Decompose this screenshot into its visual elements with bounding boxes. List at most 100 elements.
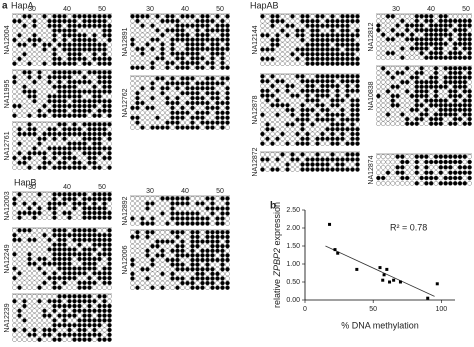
cpg-dot: [180, 56, 185, 61]
cpg-dot: [448, 98, 453, 103]
cpg-dot: [340, 83, 345, 89]
cpg-dot: [87, 242, 92, 247]
cpg-dot: [433, 181, 439, 186]
cpg-dot: [428, 93, 434, 99]
cpg-dot: [130, 23, 135, 28]
cpg-dot: [205, 37, 210, 42]
cpg-dot: [140, 95, 145, 101]
cpg-dot: [290, 112, 295, 118]
cpg-dot: [195, 60, 200, 66]
cpg-dot: [82, 266, 87, 271]
cpg-dot: [92, 23, 97, 29]
cpg-dot: [17, 280, 22, 286]
cpg-dot: [424, 23, 429, 28]
cpg-dot: [205, 23, 210, 28]
cpg-dot: [409, 37, 415, 42]
cpg-dot: [32, 141, 37, 146]
cpg-dot: [47, 56, 52, 62]
cpg-dot: [27, 47, 32, 52]
cpg-dot: [67, 285, 72, 290]
cpg-dot: [97, 165, 102, 170]
cpg-dot: [205, 56, 210, 61]
cpg-dot: [414, 50, 420, 56]
cpg-dot: [12, 303, 17, 309]
cpg-dot: [462, 23, 468, 28]
cpg-dot: [265, 83, 270, 89]
cpg-dot: [97, 206, 102, 211]
cpg-dot: [325, 136, 330, 142]
cpg-dot: [165, 115, 170, 121]
cpg-dot: [180, 243, 185, 249]
cpg-dot: [32, 56, 37, 62]
cpg-dot: [27, 141, 32, 146]
cpg-dot: [32, 261, 37, 267]
cpg-dot: [330, 78, 335, 84]
cpg-dot: [345, 32, 350, 38]
cpg-dot: [225, 37, 230, 42]
cpg-dot: [190, 221, 195, 226]
cpg-dot: [102, 84, 107, 90]
cpg-dot: [27, 61, 32, 66]
cpg-dot: [57, 285, 62, 290]
cpg-dot: [385, 23, 391, 28]
cpg-dot: [155, 257, 160, 263]
cpg-dot: [150, 56, 155, 61]
cpg-dot: [22, 131, 27, 137]
cpg-dot: [205, 276, 210, 281]
cpg-dot: [210, 206, 215, 211]
cpg-dot: [340, 98, 345, 103]
cpg-dot: [97, 280, 102, 286]
cpg-dot: [320, 47, 325, 52]
cpg-dot: [310, 83, 315, 89]
cpg-dot: [67, 18, 72, 24]
sample-label: NA12003: [4, 191, 11, 220]
cpg-dot: [87, 150, 92, 156]
cpg-dot: [180, 201, 185, 206]
cpg-dot: [380, 70, 386, 76]
cpg-dot: [27, 215, 32, 220]
cpg-dot: [462, 112, 468, 117]
cpg-dot: [92, 98, 97, 104]
cpg-dot: [32, 201, 37, 206]
cpg-dot: [62, 84, 67, 90]
cpg-dot: [107, 261, 112, 267]
cpg-dot: [165, 271, 170, 277]
cpg-dot: [12, 18, 17, 24]
cpg-dot: [305, 98, 310, 103]
cpg-dot: [87, 37, 92, 43]
cpg-dot: [87, 56, 92, 62]
cpg-dot: [409, 170, 415, 175]
cpg-dot: [155, 81, 160, 86]
cpg-dot: [160, 211, 165, 216]
cpg-dot: [72, 122, 77, 127]
cpg-dot: [330, 136, 335, 142]
cpg-dot: [22, 332, 27, 338]
cpg-dot: [290, 126, 295, 132]
cpg-dot: [17, 228, 22, 233]
cpg-dot: [380, 107, 386, 113]
cpg-dot: [37, 18, 42, 24]
cpg-dot: [467, 70, 472, 76]
cpg-dot: [12, 247, 17, 252]
cpg-dot: [47, 70, 52, 75]
position-label: 50: [462, 6, 470, 13]
cpg-dot: [185, 46, 190, 52]
cpg-dot: [190, 120, 195, 125]
cpg-dot: [350, 112, 355, 118]
cpg-dot: [170, 125, 175, 130]
cpg-dot: [462, 18, 468, 24]
sample-label: NA12872: [252, 147, 259, 176]
cpg-dot: [67, 98, 72, 104]
cpg-dot: [260, 47, 265, 52]
cpg-dot: [107, 23, 112, 29]
cpg-dot: [220, 285, 225, 290]
cpg-dot: [200, 76, 205, 81]
cpg-dot: [315, 141, 320, 146]
cpg-dot: [27, 18, 32, 24]
cpg-dot: [443, 41, 448, 47]
cpg-dot: [52, 313, 57, 318]
cpg-dot: [42, 206, 47, 211]
cpg-dot: [135, 248, 140, 254]
cpg-dot: [433, 41, 439, 47]
cpg-dot: [155, 85, 160, 91]
